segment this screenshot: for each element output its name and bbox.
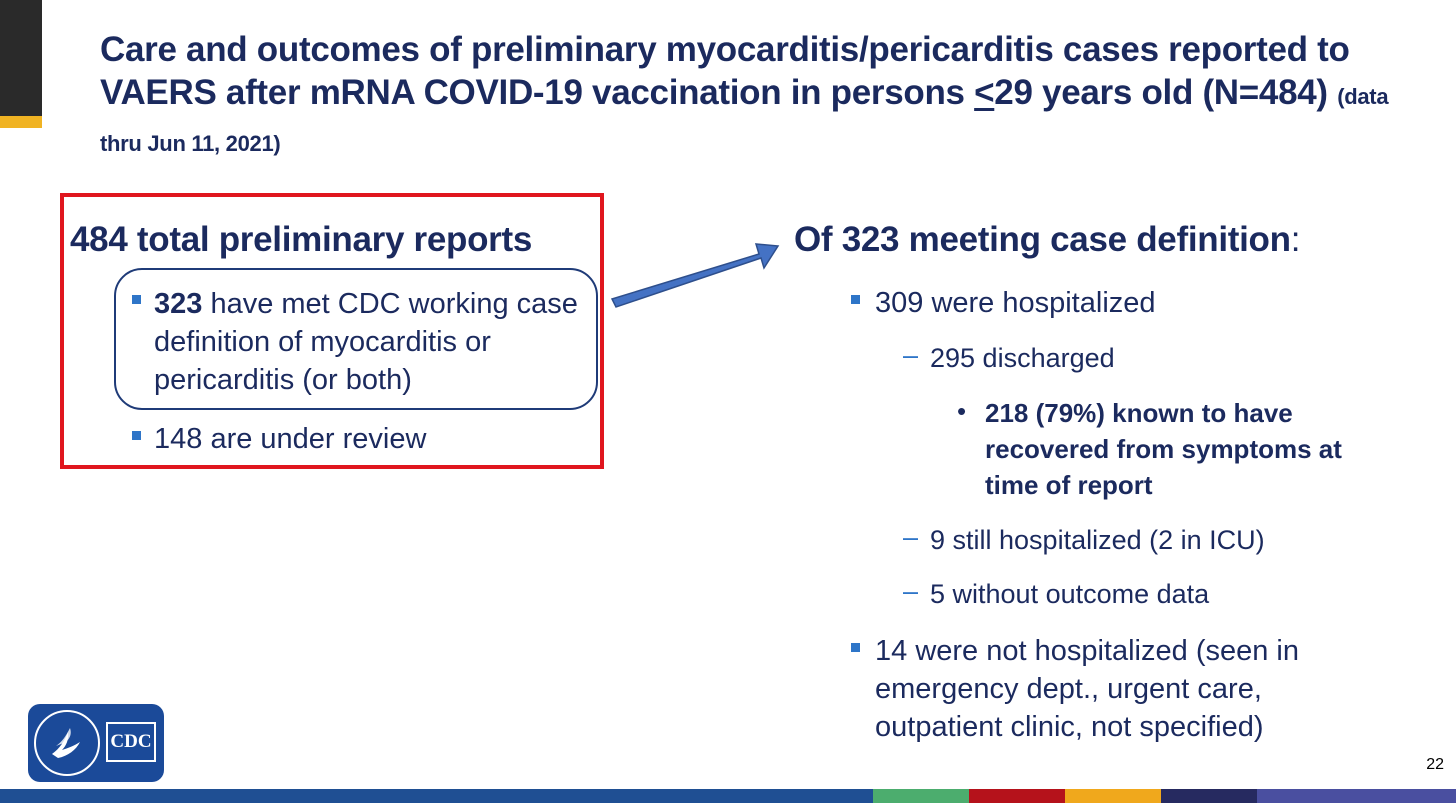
bullet-met-text: have met CDC working case definition of … <box>154 288 578 396</box>
case-definition-box <box>114 268 598 410</box>
title-age: 29 years old (N=484) <box>994 73 1338 112</box>
footer-color-bar <box>0 789 1456 803</box>
right-heading-text: Of 323 meeting case definition <box>794 220 1291 259</box>
bullet-square-icon <box>851 643 860 652</box>
arrow-icon <box>610 243 780 308</box>
bullet-square-icon <box>132 431 141 440</box>
corner-bar <box>0 0 42 116</box>
bullet-met-count: 323 <box>154 288 203 320</box>
right-heading-colon: : <box>1290 220 1301 259</box>
eagle-icon <box>52 728 80 758</box>
footer-segment <box>1257 789 1456 803</box>
right-heading: Of 323 meeting case definition: <box>794 220 1300 260</box>
bullet-square-icon <box>851 295 860 304</box>
sub-discharged: 295 discharged <box>930 343 1115 373</box>
footer-segment <box>969 789 1065 803</box>
bullet-square-icon <box>132 295 141 304</box>
highlight-box <box>60 193 604 469</box>
eagle-shape <box>52 732 80 758</box>
title-note: (data thru Jun 11, 2021) <box>100 84 1389 156</box>
page-number: 22 <box>1426 756 1444 773</box>
corner-accent <box>0 116 42 128</box>
bullet-hospitalized: 309 were hospitalized <box>875 287 1156 319</box>
title-less-than: < <box>974 73 995 112</box>
footer-segment <box>1065 789 1161 803</box>
sub-still-hospitalized: 9 still hospitalized (2 in ICU) <box>930 525 1265 555</box>
bullet-not-hospitalized: 14 were not hospitalized (seen in emerge… <box>875 635 1299 743</box>
cdc-wordmark: CDC <box>106 722 156 762</box>
dash-icon: – <box>903 522 919 552</box>
dash-icon: – <box>903 340 919 370</box>
title-main: Care and outcomes of preliminary myocard… <box>100 30 1350 112</box>
footer-segment <box>1161 789 1257 803</box>
bullet-under-review: 148 are under review <box>154 423 427 455</box>
arrow-shape <box>610 243 780 308</box>
dash-icon: – <box>903 576 919 606</box>
eagle-wing-shape <box>56 728 71 746</box>
cdc-logo: CDC <box>28 704 164 782</box>
sub-recovered: 218 (79%) known to have recovered from s… <box>985 398 1342 500</box>
footer-segment <box>873 789 969 803</box>
dot-icon: • <box>957 396 967 426</box>
sub-no-outcome: 5 without outcome data <box>930 579 1210 609</box>
slide-title: Care and outcomes of preliminary myocard… <box>100 28 1420 165</box>
left-heading: 484 total preliminary reports <box>70 220 533 259</box>
hhs-seal-icon <box>34 710 100 776</box>
footer-segment <box>0 789 873 803</box>
bullet-met-definition: 323 have met CDC working case definition… <box>154 285 594 399</box>
